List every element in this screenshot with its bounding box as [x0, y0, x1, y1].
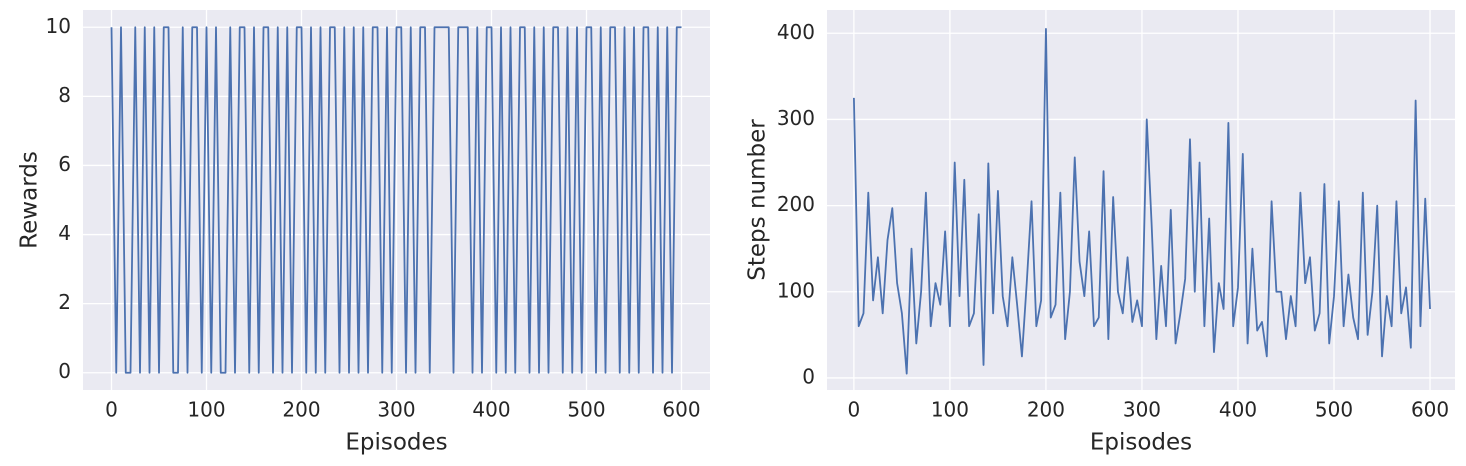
- y-axis-label: Steps number: [745, 119, 771, 281]
- x-tick-label: 300: [377, 398, 415, 422]
- x-axis-label: Episodes: [345, 430, 447, 456]
- y-tick-label: 6: [58, 152, 71, 176]
- y-tick-label: 0: [58, 359, 71, 383]
- x-tick-label: 500: [1315, 398, 1353, 422]
- x-tick-label: 500: [567, 398, 605, 422]
- x-tick-label: 0: [105, 398, 118, 422]
- y-tick-label: 300: [777, 106, 815, 130]
- plot-area: [827, 10, 1455, 390]
- x-tick-label: 200: [1027, 398, 1065, 422]
- y-tick-label: 2: [58, 290, 71, 314]
- x-tick-label: 100: [931, 398, 969, 422]
- data-line: [852, 28, 1431, 375]
- x-tick-label: 100: [187, 398, 225, 422]
- x-tick-label: 400: [1219, 398, 1257, 422]
- x-axis-label: Episodes: [1090, 430, 1192, 456]
- data-line: [110, 26, 682, 374]
- y-tick-label: 100: [777, 278, 815, 302]
- x-tick-label: 300: [1123, 398, 1161, 422]
- x-tick-label: 600: [662, 398, 700, 422]
- y-tick-label: 10: [46, 14, 71, 38]
- x-tick-label: 0: [848, 398, 861, 422]
- y-tick-label: 4: [58, 221, 71, 245]
- y-tick-label: 8: [58, 83, 71, 107]
- y-tick-label: 200: [777, 192, 815, 216]
- y-axis-label: Rewards: [17, 151, 43, 249]
- x-tick-label: 400: [472, 398, 510, 422]
- x-tick-label: 200: [282, 398, 320, 422]
- x-tick-label: 600: [1411, 398, 1449, 422]
- y-tick-label: 400: [777, 20, 815, 44]
- y-tick-label: 0: [802, 364, 815, 388]
